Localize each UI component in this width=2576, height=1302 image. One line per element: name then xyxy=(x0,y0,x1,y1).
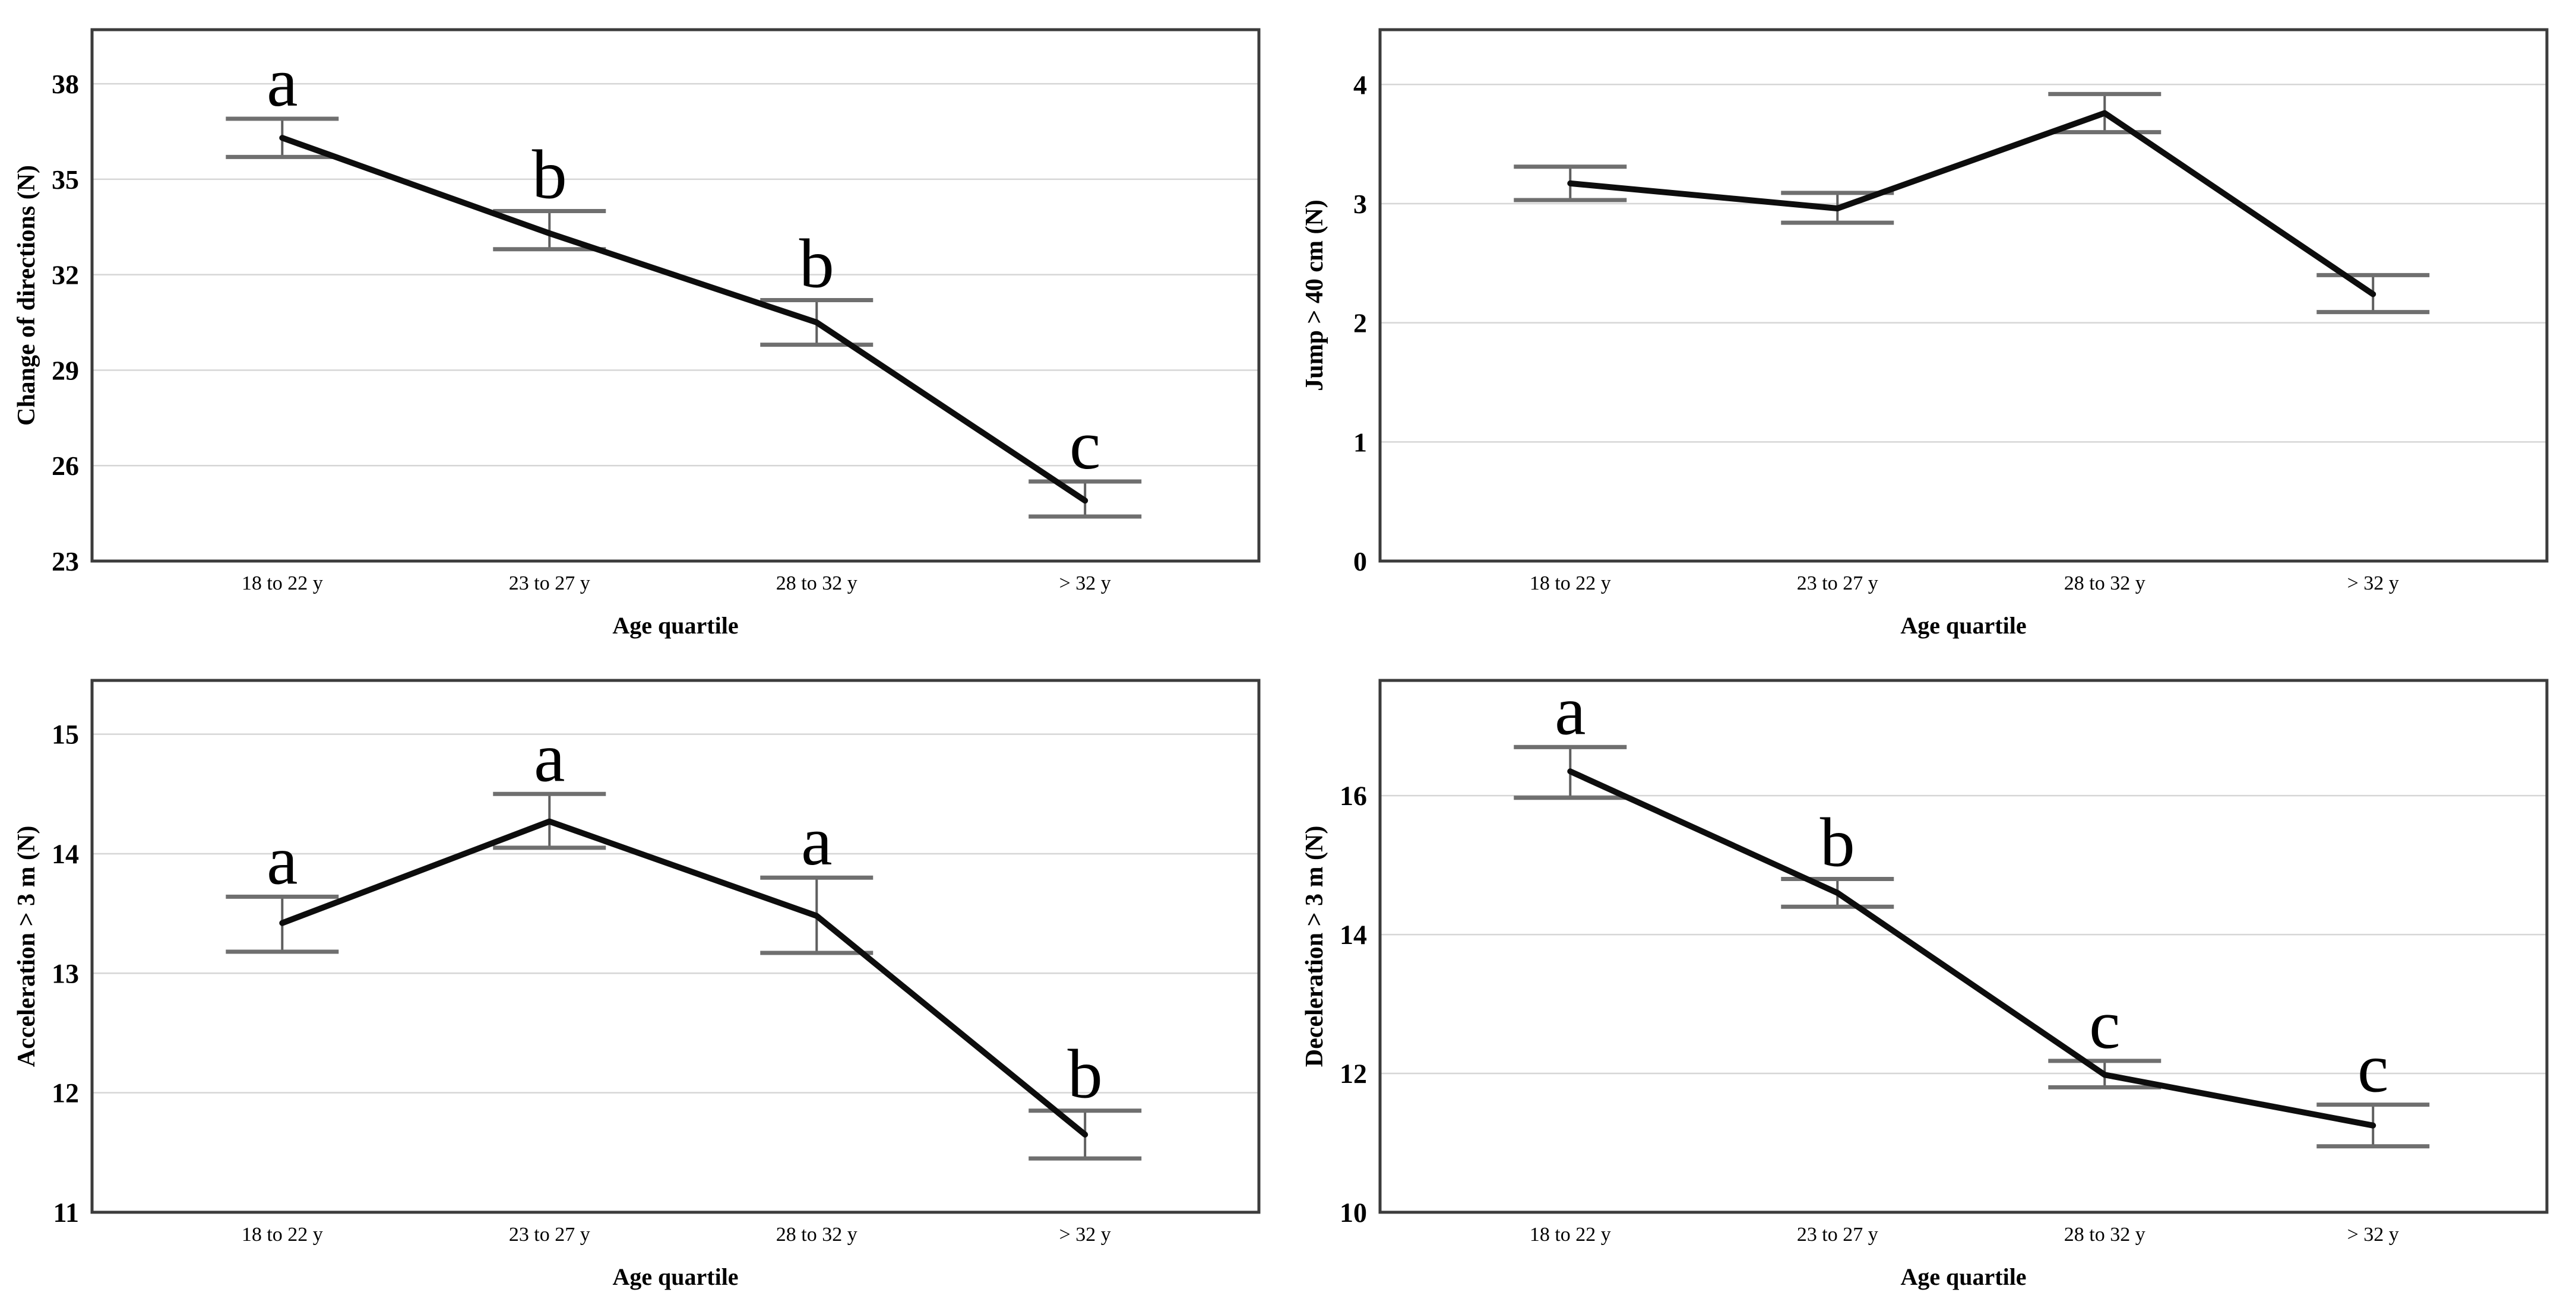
y-tick-label: 26 xyxy=(52,451,79,481)
x-tick-label: > 32 y xyxy=(1059,572,1111,594)
plot-border xyxy=(1378,679,2549,1214)
y-tick-label: 15 xyxy=(52,720,79,750)
significance-letter: c xyxy=(2089,986,2120,1063)
x-tick-label: 23 to 27 y xyxy=(1797,1224,1878,1246)
chart-panel-bottom-right: 10 12 14 16 Deceleration > 3 m (N) 18 to 22 y… xyxy=(1288,651,2576,1302)
significance-letter: b xyxy=(799,225,834,303)
error-bars xyxy=(1514,745,2430,1149)
y-axis-title: Change of directions (N) xyxy=(13,165,40,426)
y-tick-label: 12 xyxy=(52,1078,79,1108)
chart-acceleration-over-3m: 11 12 13 14 15 Acceleration > 3 m (N) 18 to 22… xyxy=(13,679,1261,1290)
significance-letter: b xyxy=(1820,803,1855,881)
x-axis-title: Age quartile xyxy=(1900,612,2026,639)
significance-letters: a a a b xyxy=(267,718,1103,1113)
x-axis-category-labels: 18 to 22 y 23 to 27 y 28 to 32 y > 32 y xyxy=(1530,572,2399,594)
y-tick-label: 10 xyxy=(1340,1198,1367,1228)
x-tick-label: 23 to 27 y xyxy=(509,1224,590,1246)
y-tick-label: 14 xyxy=(1340,920,1367,950)
plot-border xyxy=(90,28,1261,563)
chart-panel-bottom-left: 11 12 13 14 15 Acceleration > 3 m (N) 18 to 22… xyxy=(0,651,1288,1302)
significance-letter: c xyxy=(2357,1029,2388,1107)
significance-letter: a xyxy=(801,802,832,880)
y-tick-label: 13 xyxy=(52,958,79,989)
chart-change-of-directions: 23 26 29 32 35 38 Change of directions (N) 18 t… xyxy=(13,28,1261,639)
x-tick-label: 18 to 22 y xyxy=(1530,572,1611,594)
significance-letter: c xyxy=(1069,406,1100,484)
y-tick-label: 29 xyxy=(52,355,79,385)
x-tick-label: 18 to 22 y xyxy=(242,1224,323,1246)
data-line xyxy=(279,135,1088,504)
chart-jump-over-40cm: 0 1 2 3 4 Jump > 40 cm (N) 18 to 22 y 23 to 27 … xyxy=(1301,28,2549,639)
significance-letter: a xyxy=(267,821,298,899)
y-tick-label: 16 xyxy=(1340,781,1367,811)
x-tick-label: 28 to 32 y xyxy=(776,572,857,594)
chart-deceleration-over-3m: 10 12 14 16 Deceleration > 3 m (N) 18 to 22 y… xyxy=(1301,671,2549,1290)
y-axis-title: Jump > 40 cm (N) xyxy=(1301,199,1328,391)
y-axis-tick-labels: 10 12 14 16 xyxy=(1340,781,1367,1228)
x-axis-category-labels: 18 to 22 y 23 to 27 y 28 to 32 y > 32 y xyxy=(1530,1224,2399,1246)
x-tick-label: > 32 y xyxy=(2347,1224,2399,1246)
error-bars xyxy=(226,791,1142,1161)
y-tick-label: 11 xyxy=(53,1198,79,1228)
y-tick-label: 4 xyxy=(1353,69,1367,100)
x-tick-label: 18 to 22 y xyxy=(242,572,323,594)
x-tick-label: 28 to 32 y xyxy=(2064,1224,2145,1246)
y-tick-label: 12 xyxy=(1340,1059,1367,1089)
y-tick-label: 2 xyxy=(1353,308,1367,338)
significance-letter: b xyxy=(532,135,567,213)
significance-letter: b xyxy=(1068,1035,1103,1113)
x-tick-label: > 32 y xyxy=(1059,1224,1111,1246)
y-axis-tick-labels: 23 26 29 32 35 38 xyxy=(52,69,79,576)
data-line xyxy=(1567,768,2376,1129)
error-bars xyxy=(226,116,1142,519)
y-tick-label: 1 xyxy=(1353,427,1367,457)
x-axis-category-labels: 18 to 22 y 23 to 27 y 28 to 32 y > 32 y xyxy=(242,572,1111,594)
plot-border xyxy=(1378,28,2549,563)
y-axis-tick-labels: 0 1 2 3 4 xyxy=(1353,69,1367,576)
x-tick-label: 18 to 22 y xyxy=(1530,1224,1611,1246)
x-axis-title: Age quartile xyxy=(612,612,738,639)
y-axis-title: Deceleration > 3 m (N) xyxy=(1301,826,1328,1067)
y-axis-tick-labels: 11 12 13 14 15 xyxy=(52,720,79,1228)
gridlines xyxy=(1380,794,2547,1214)
x-tick-label: 28 to 32 y xyxy=(2064,572,2145,594)
x-tick-label: 23 to 27 y xyxy=(1797,572,1878,594)
y-tick-label: 3 xyxy=(1353,189,1367,219)
significance-letter: a xyxy=(267,43,298,121)
data-line xyxy=(279,818,1088,1138)
x-axis-title: Age quartile xyxy=(1900,1263,2026,1290)
y-axis-title: Acceleration > 3 m (N) xyxy=(13,826,40,1067)
y-tick-label: 23 xyxy=(52,546,79,576)
chart-panel-top-left: 23 26 29 32 35 38 Change of directions (N) 18 t… xyxy=(0,0,1288,651)
y-tick-label: 32 xyxy=(52,260,79,290)
plot-border xyxy=(90,679,1261,1214)
significance-letters: a b c c xyxy=(1555,671,2388,1107)
x-tick-label: > 32 y xyxy=(2347,572,2399,594)
x-axis-category-labels: 18 to 22 y 23 to 27 y 28 to 32 y > 32 y xyxy=(242,1224,1111,1246)
significance-letter: a xyxy=(534,718,565,796)
y-tick-label: 38 xyxy=(52,69,79,99)
y-tick-label: 35 xyxy=(52,164,79,195)
x-tick-label: 28 to 32 y xyxy=(776,1224,857,1246)
data-line xyxy=(1567,110,2376,297)
significance-letter: a xyxy=(1555,671,1586,749)
chart-panel-top-right: 0 1 2 3 4 Jump > 40 cm (N) 18 to 22 y 23 to 27 … xyxy=(1288,0,2576,651)
significance-letters: a b b c xyxy=(267,43,1100,484)
x-tick-label: 23 to 27 y xyxy=(509,572,590,594)
y-tick-label: 0 xyxy=(1353,546,1367,576)
x-axis-title: Age quartile xyxy=(612,1263,738,1290)
gridlines xyxy=(1380,84,2547,562)
y-tick-label: 14 xyxy=(52,839,79,869)
